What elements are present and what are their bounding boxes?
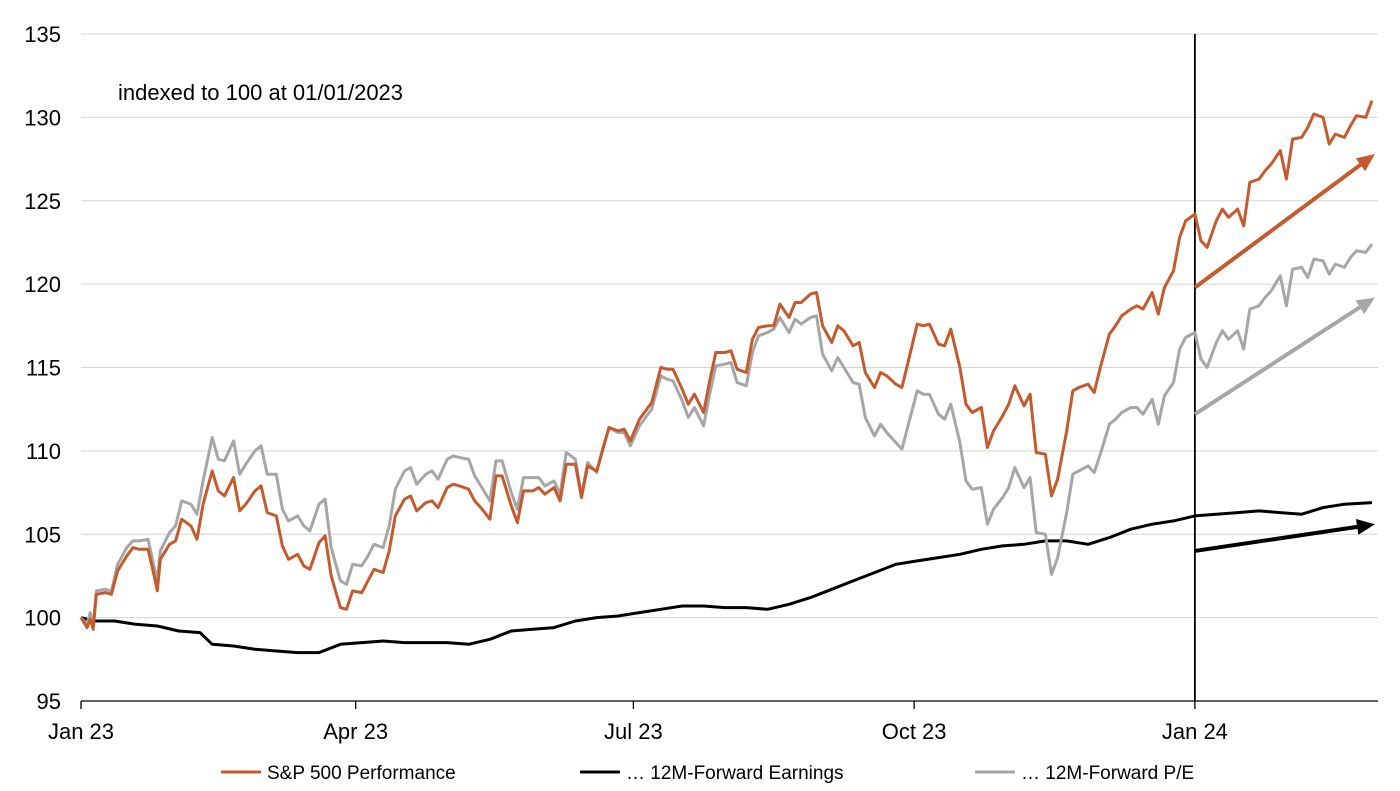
x-tick-label-jan-24: Jan 24 [1162, 719, 1228, 744]
y-tick-label-120: 120 [24, 272, 61, 297]
x-tick-label-oct-23: Oct 23 [882, 719, 947, 744]
y-tick-label-105: 105 [24, 522, 61, 547]
x-tick-label-apr-23: Apr 23 [323, 719, 388, 744]
y-axis: 95 100 105 110 115 120 125 130 135 [24, 22, 61, 714]
series-line-12m-forward-p-e [79, 243, 1374, 628]
x-axis: Jan 23 Apr 23 Jul 23 Oct 23 Jan 24 [48, 700, 1378, 744]
trend-arrow-head-0 [1355, 154, 1375, 172]
trend-arrow-head-1 [1355, 297, 1375, 314]
legend-label-2: … 12M-Forward P/E [1021, 763, 1194, 784]
trend-arrows [1193, 154, 1375, 553]
x-tick-label-jan-23: Jan 23 [48, 719, 114, 744]
trend-arrow-shaft-2 [1194, 524, 1358, 553]
y-tick-label-100: 100 [24, 606, 61, 631]
gridlines [81, 33, 1378, 619]
y-tick-label-115: 115 [26, 356, 61, 381]
y-tick-label-110: 110 [26, 439, 61, 464]
trend-arrow-shaft-1 [1193, 305, 1361, 416]
chart-annotation: indexed to 100 at 01/01/2023 [118, 80, 403, 105]
series-line-s-p-500-performance [79, 100, 1374, 631]
y-tick-label-130: 130 [24, 105, 61, 130]
y-tick-label-135: 135 [24, 22, 61, 47]
trend-arrow-shaft-0 [1193, 163, 1362, 290]
series-lines [79, 100, 1374, 655]
series-line-12m-forward-earnings [80, 501, 1372, 655]
legend: S&P 500 Performance … 12M-Forward Earning… [221, 763, 1194, 784]
y-tick-label-95: 95 [37, 689, 61, 714]
trend-arrow-head-2 [1355, 518, 1375, 535]
legend-label-0: S&P 500 Performance [267, 763, 456, 784]
y-tick-label-125: 125 [24, 189, 61, 214]
x-tick-label-jul-23: Jul 23 [604, 719, 663, 744]
legend-label-1: … 12M-Forward Earnings [626, 763, 844, 784]
